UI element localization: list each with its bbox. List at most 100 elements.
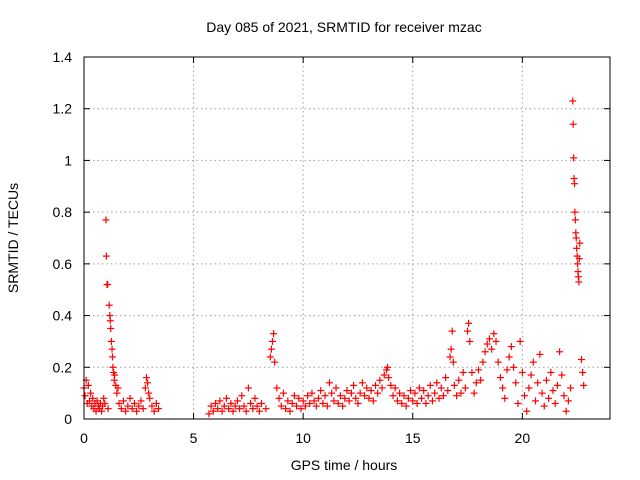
data-point — [253, 402, 261, 410]
data-point — [87, 389, 95, 397]
data-point — [119, 397, 127, 405]
data-point — [315, 394, 323, 402]
data-point — [479, 358, 487, 366]
data-point — [439, 392, 447, 400]
data-point — [268, 337, 276, 345]
data-point — [98, 407, 106, 415]
data-point — [330, 397, 338, 405]
data-point — [304, 392, 312, 400]
data-point — [255, 407, 263, 415]
data-point — [146, 394, 154, 402]
data-point — [371, 381, 379, 389]
data-point — [558, 371, 566, 379]
data-point — [295, 394, 303, 402]
grid — [84, 57, 610, 419]
data-point — [560, 392, 568, 400]
data-point — [345, 397, 353, 405]
data-point — [84, 381, 92, 389]
data-point — [499, 384, 507, 392]
data-point — [571, 208, 579, 216]
data-point — [579, 368, 587, 376]
data-point — [122, 407, 130, 415]
data-point — [341, 394, 349, 402]
data-point — [107, 337, 115, 345]
data-point — [442, 374, 450, 382]
data-point — [455, 376, 463, 384]
data-point — [374, 389, 382, 397]
data-point — [402, 402, 410, 410]
data-point — [385, 374, 393, 382]
data-point — [126, 394, 134, 402]
y-tick-label: 0 — [64, 411, 72, 427]
data-point — [104, 281, 112, 289]
data-point — [578, 356, 586, 364]
data-point — [317, 387, 325, 395]
data-point — [567, 384, 575, 392]
data-point — [336, 392, 344, 400]
data-point — [155, 405, 163, 413]
data-point — [310, 397, 318, 405]
data-point — [81, 392, 89, 400]
data-point — [321, 392, 329, 400]
data-point — [238, 392, 246, 400]
y-tick-label: 1 — [64, 152, 72, 168]
data-point — [334, 399, 342, 407]
data-point — [339, 402, 347, 410]
data-point — [354, 399, 362, 407]
x-axis-title: GPS time / hours — [291, 457, 398, 473]
data-point — [549, 387, 557, 395]
data-point — [102, 252, 110, 260]
data-point — [529, 358, 537, 366]
data-point — [306, 399, 314, 407]
data-point — [150, 407, 158, 415]
data-point — [496, 374, 504, 382]
data-point — [308, 389, 316, 397]
y-axis-title: SRMTID / TECUs — [5, 183, 21, 293]
data-point — [284, 397, 292, 405]
data-point — [507, 343, 515, 351]
data-point — [218, 407, 226, 415]
data-point — [240, 402, 248, 410]
data-point — [422, 399, 430, 407]
data-point — [465, 319, 473, 327]
data-point — [262, 405, 270, 413]
data-point — [101, 399, 109, 407]
x-tick-label: 0 — [80, 430, 88, 446]
data-point — [135, 402, 143, 410]
data-point — [472, 379, 480, 387]
data-point — [409, 397, 417, 405]
data-point — [387, 381, 395, 389]
data-point — [275, 394, 283, 402]
data-point — [424, 392, 432, 400]
data-point — [328, 389, 336, 397]
y-tick-label: 0.4 — [53, 308, 73, 324]
data-point — [350, 381, 358, 389]
data-point — [400, 392, 408, 400]
data-point — [142, 374, 150, 382]
data-point — [106, 317, 114, 325]
chart-title: Day 085 of 2021, SRMTID for receiver mza… — [206, 19, 481, 35]
data-point — [505, 353, 513, 361]
data-point — [152, 399, 160, 407]
data-point — [358, 379, 366, 387]
data-point — [214, 405, 222, 413]
data-point — [562, 407, 570, 415]
data-point — [139, 405, 147, 413]
data-point — [485, 335, 493, 343]
data-point — [108, 345, 116, 353]
data-point — [435, 394, 443, 402]
data-point — [145, 389, 153, 397]
data-point — [209, 407, 217, 415]
data-point — [273, 384, 281, 392]
data-point — [233, 397, 241, 405]
data-point — [527, 371, 535, 379]
data-point — [389, 392, 397, 400]
data-point — [205, 410, 213, 418]
data-point — [413, 399, 421, 407]
data-point — [490, 330, 498, 338]
data-point — [575, 278, 583, 286]
data-point — [380, 371, 388, 379]
data-point — [453, 392, 461, 400]
data-point — [398, 399, 406, 407]
data-point — [343, 387, 351, 395]
